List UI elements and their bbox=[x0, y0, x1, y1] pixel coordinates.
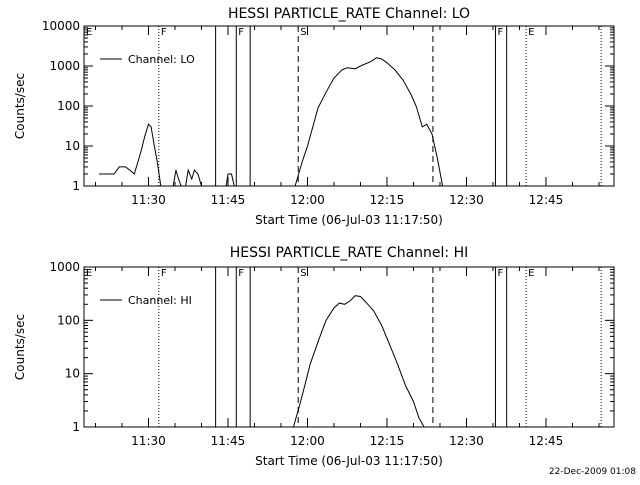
x-tick-label: 12:45 bbox=[529, 434, 564, 448]
event-marker-label: F bbox=[497, 27, 503, 38]
y-axis-label: Counts/sec bbox=[13, 314, 27, 380]
x-tick-label: 11:30 bbox=[131, 434, 166, 448]
x-tick-label: 11:30 bbox=[131, 193, 166, 207]
event-marker-label: E bbox=[86, 268, 92, 279]
x-tick-label: 12:15 bbox=[370, 434, 405, 448]
series-line bbox=[99, 123, 162, 187]
panel-hi: HESSI PARTICLE_RATE Channel: HI Start Tim… bbox=[13, 245, 615, 468]
event-marker-label: F bbox=[161, 27, 167, 38]
series-line bbox=[294, 57, 444, 187]
event-marker-label: S bbox=[300, 268, 306, 279]
series-line bbox=[172, 168, 202, 187]
x-tick-label: 12:00 bbox=[290, 193, 325, 207]
x-axis-label: Start Time (06-Jul-03 11:17:50) bbox=[255, 213, 443, 227]
series-line bbox=[292, 295, 425, 428]
x-tick-label: 11:45 bbox=[211, 434, 246, 448]
footer-timestamp: 22-Dec-2009 01:08 bbox=[549, 467, 636, 477]
event-marker-label: E bbox=[528, 268, 534, 279]
event-marker-label: F bbox=[161, 268, 167, 279]
y-tick-label: 100 bbox=[57, 99, 80, 113]
x-tick-label: 12:30 bbox=[449, 193, 484, 207]
y-tick-label: 10000 bbox=[42, 19, 80, 33]
x-tick-label: 11:45 bbox=[211, 193, 246, 207]
legend-label: Channel: LO bbox=[128, 53, 195, 66]
x-axis-label: Start Time (06-Jul-03 11:17:50) bbox=[255, 454, 443, 468]
plot-frame bbox=[83, 266, 615, 428]
chart-title: HESSI PARTICLE_RATE Channel: HI bbox=[230, 245, 468, 261]
x-tick-label: 12:15 bbox=[370, 193, 405, 207]
x-tick-label: 12:00 bbox=[290, 434, 325, 448]
x-tick-label: 12:45 bbox=[529, 193, 564, 207]
event-marker-label: F bbox=[238, 268, 244, 279]
y-tick-label: 10 bbox=[65, 367, 80, 381]
plot-frame bbox=[83, 25, 615, 187]
chart-title: HESSI PARTICLE_RATE Channel: LO bbox=[228, 6, 470, 22]
event-marker-label: E bbox=[86, 27, 92, 38]
event-marker-label: F bbox=[497, 268, 503, 279]
event-marker-label: S bbox=[300, 27, 306, 38]
event-marker-label: E bbox=[528, 27, 534, 38]
y-tick-label: 1 bbox=[72, 179, 80, 193]
y-axis-label: Counts/sec bbox=[13, 73, 27, 139]
event-marker-label: F bbox=[238, 27, 244, 38]
y-tick-label: 1000 bbox=[49, 260, 80, 274]
y-tick-label: 1000 bbox=[49, 59, 80, 73]
legend-label: Channel: HI bbox=[128, 294, 192, 307]
y-tick-label: 10 bbox=[65, 139, 80, 153]
series-line bbox=[225, 173, 235, 187]
y-tick-label: 1 bbox=[72, 420, 80, 434]
panel-lo: HESSI PARTICLE_RATE Channel: LO Start Tim… bbox=[13, 6, 615, 227]
x-tick-label: 12:30 bbox=[449, 434, 484, 448]
y-tick-label: 100 bbox=[57, 313, 80, 327]
